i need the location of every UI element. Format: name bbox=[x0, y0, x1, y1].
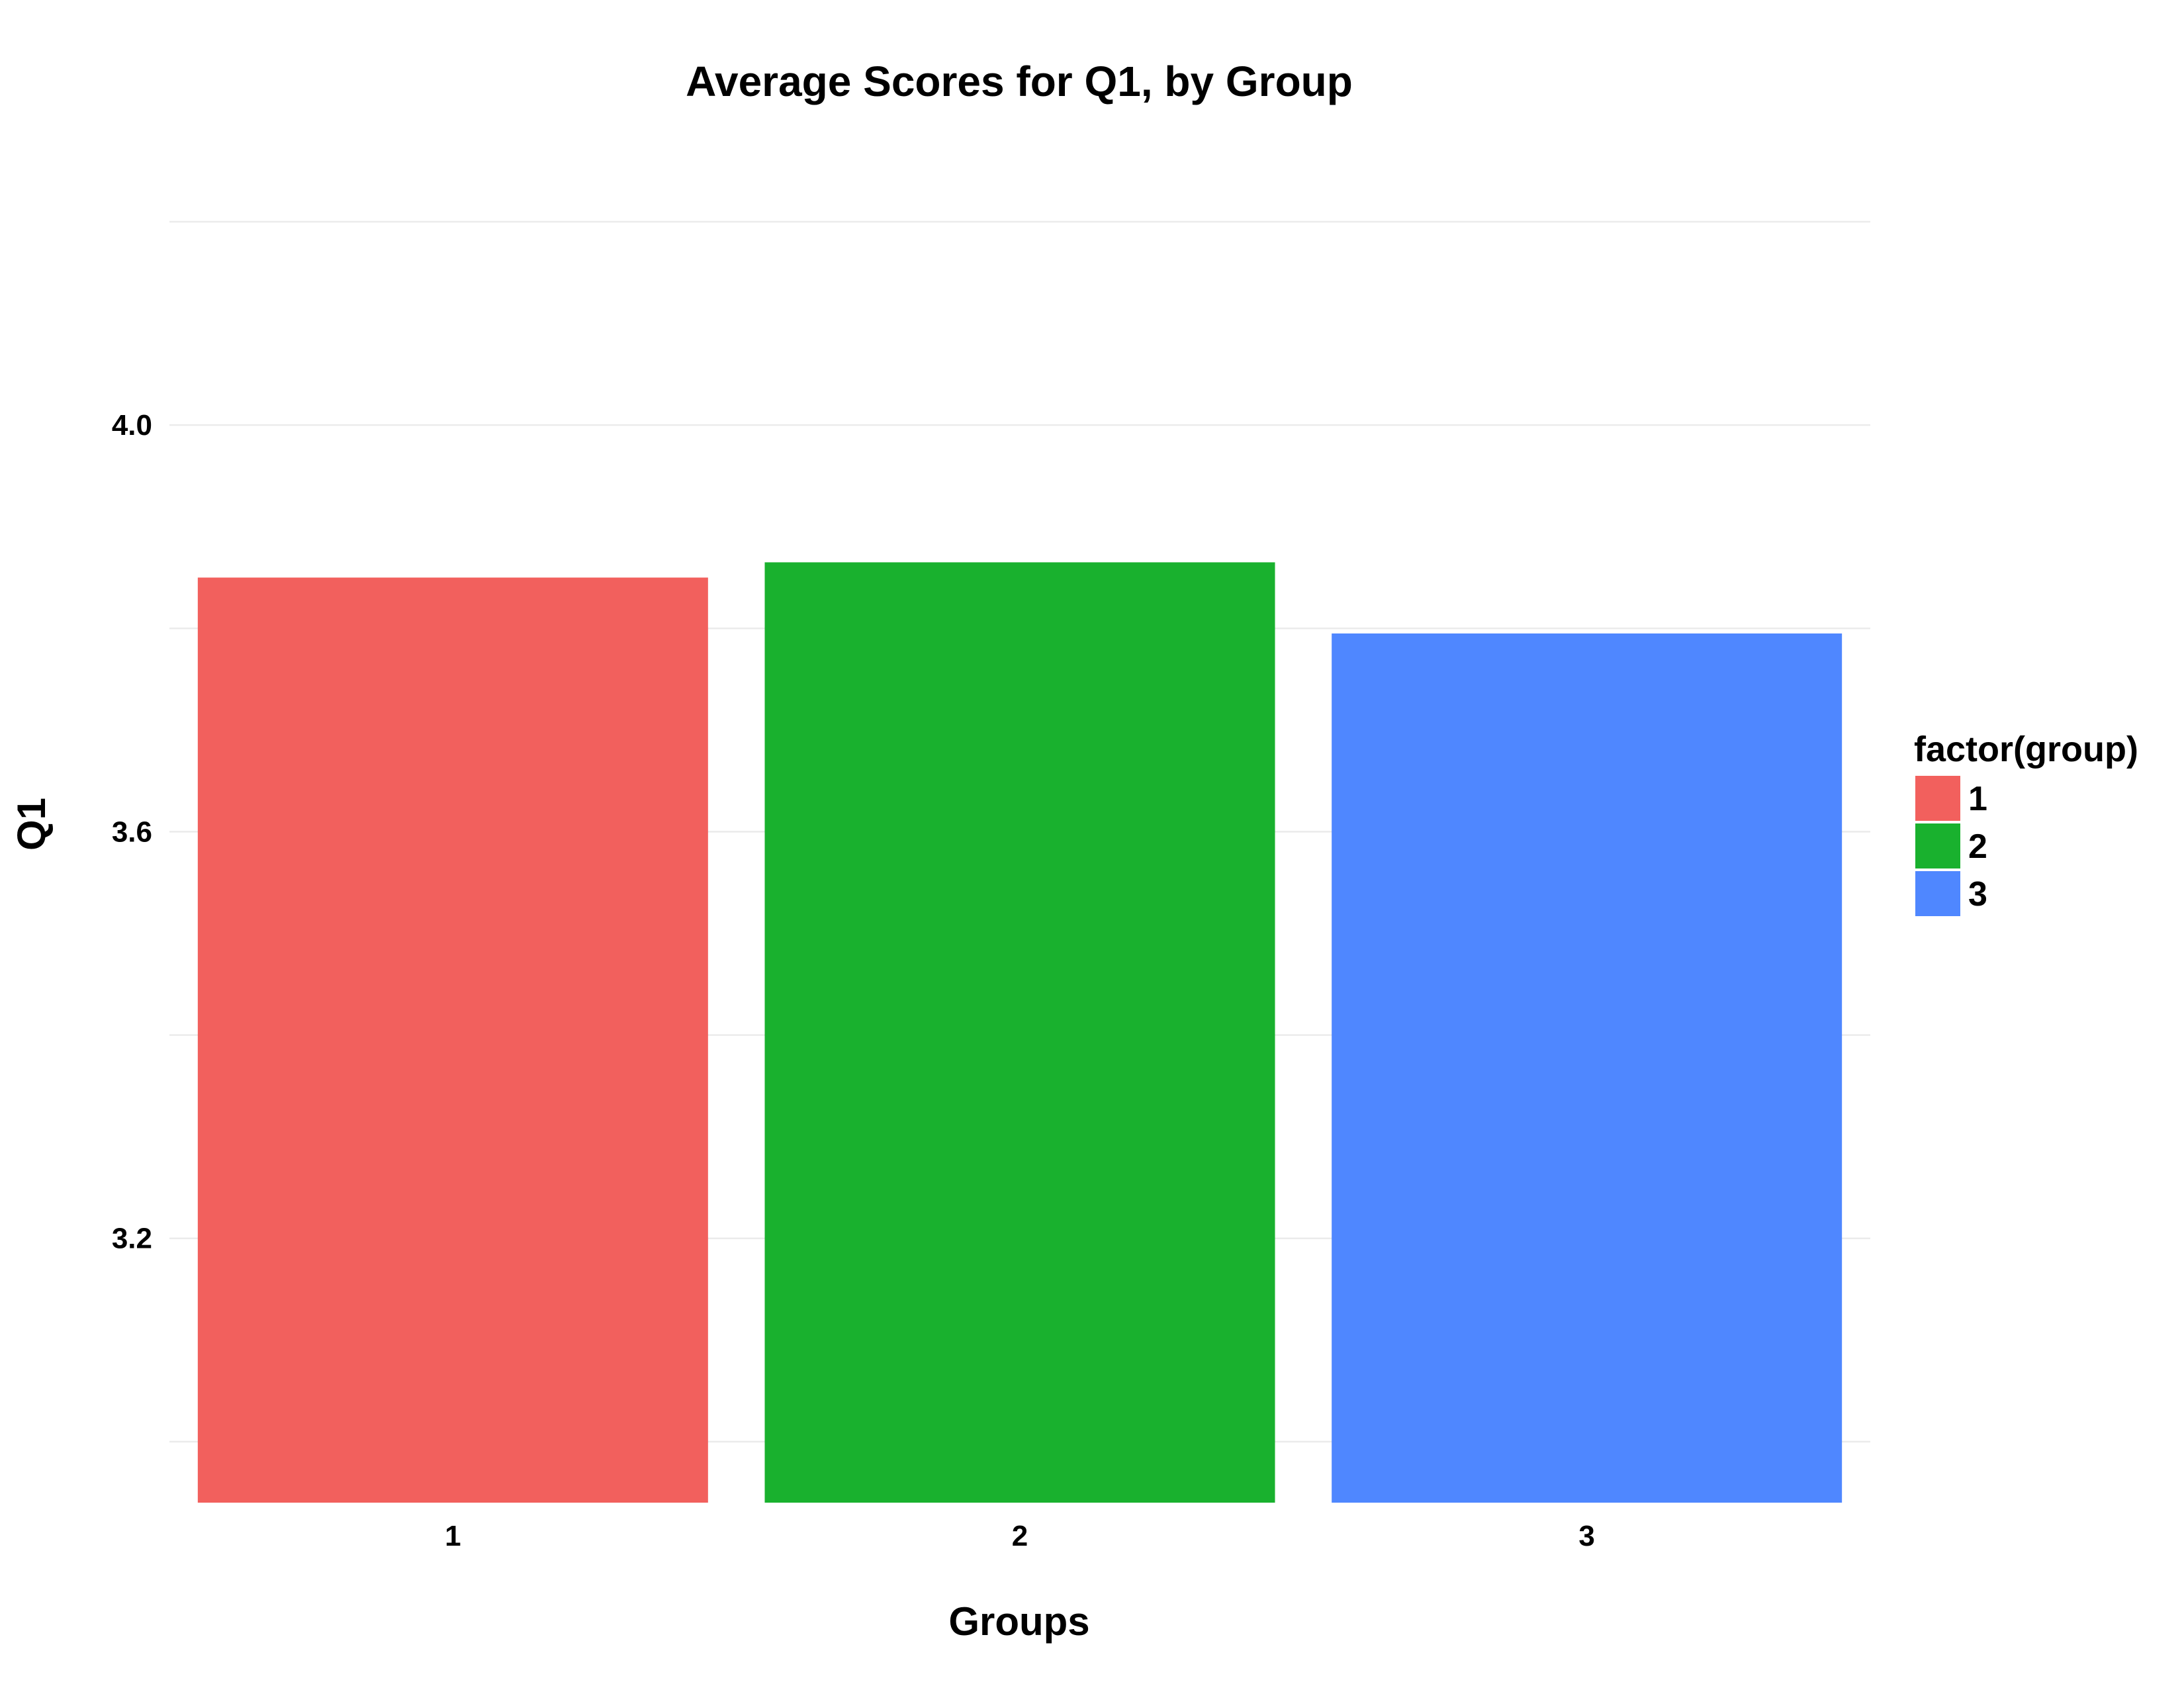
x-tick-labels: 1 2 3 bbox=[445, 1520, 1595, 1552]
legend-items: 1 2 3 bbox=[1915, 776, 1987, 916]
x-tick-label: 3 bbox=[1578, 1520, 1594, 1552]
x-axis-title: Groups bbox=[948, 1599, 1089, 1644]
x-tick-label: 1 bbox=[445, 1520, 461, 1552]
legend-key-3 bbox=[1915, 871, 1960, 916]
bar-group-2 bbox=[764, 562, 1275, 1503]
legend-title: factor(group) bbox=[1914, 729, 2138, 769]
bar-group-1 bbox=[197, 577, 708, 1503]
y-axis-title: Q1 bbox=[9, 798, 54, 851]
legend-label: 2 bbox=[1968, 827, 1987, 866]
y-tick-label: 3.6 bbox=[112, 816, 152, 848]
x-tick-label: 2 bbox=[1012, 1520, 1028, 1552]
legend-key-2 bbox=[1915, 823, 1960, 868]
bar-group-3 bbox=[1332, 633, 1843, 1503]
y-tick-label: 4.0 bbox=[112, 409, 152, 442]
legend-key-1 bbox=[1915, 776, 1960, 821]
y-tick-labels: 3.2 3.6 4.0 bbox=[112, 409, 152, 1255]
bars bbox=[197, 562, 1843, 1503]
legend-label: 3 bbox=[1968, 875, 1987, 914]
y-tick-label: 3.2 bbox=[112, 1223, 152, 1255]
chart-title: Average Scores for Q1, by Group bbox=[686, 58, 1353, 105]
legend: factor(group) 1 2 3 bbox=[1914, 729, 2138, 916]
legend-label: 1 bbox=[1968, 780, 1987, 818]
